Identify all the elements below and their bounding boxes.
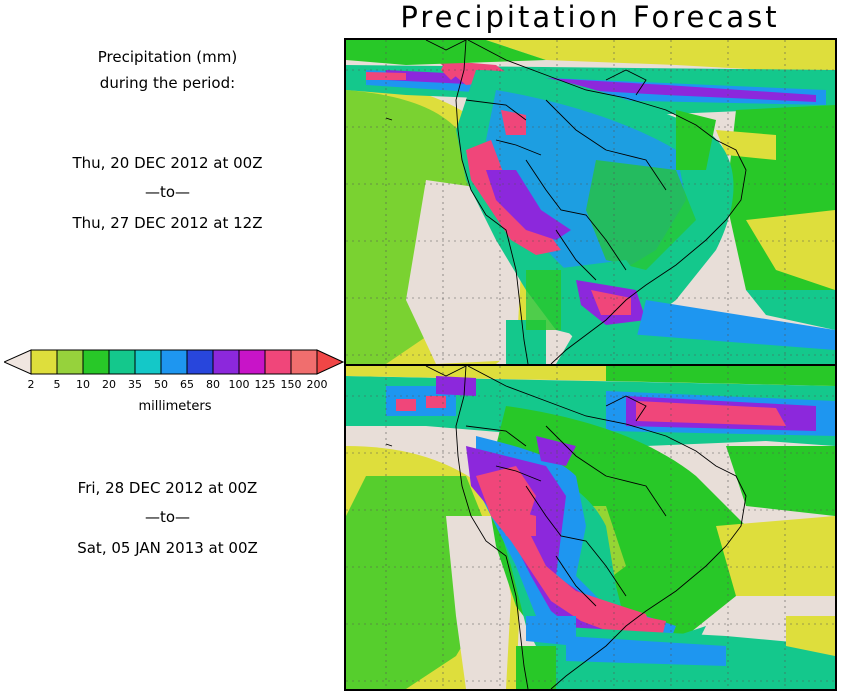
legend-bin-0: [30, 349, 58, 375]
legend-bin-5: [160, 349, 188, 375]
forecast-map-period-2: [344, 364, 837, 691]
legend-over-arrow: [316, 349, 344, 375]
precip-map-2: [346, 366, 835, 689]
legend-units-label: millimeters: [138, 399, 212, 414]
color-bar-legend: [4, 349, 344, 375]
legend-tick-label: 65: [180, 378, 194, 391]
period2-separator: —to—: [144, 508, 191, 526]
legend-bin-4: [134, 349, 162, 375]
legend-bin-10: [290, 349, 318, 375]
legend-bin-9: [264, 349, 292, 375]
legend-bin-1: [56, 349, 84, 375]
period2-end: Sat, 05 JAN 2013 at 00Z: [77, 539, 258, 557]
legend-tick-label: 5: [53, 378, 61, 391]
legend-tick-label: 35: [128, 378, 142, 391]
legend-bin-8: [238, 349, 266, 375]
legend-tick-label: 200: [306, 378, 328, 391]
legend-tick-label: 125: [254, 378, 276, 391]
legend-bin-2: [82, 349, 110, 375]
legend-bin-6: [186, 349, 214, 375]
legend-tick-label: 20: [102, 378, 116, 391]
precip-map-1: [346, 40, 835, 364]
legend-tick-label: 100: [228, 378, 250, 391]
legend-tick-labels: 2 5 10 20 35 50 65 80 100 125 150 200: [0, 378, 340, 394]
legend-tick-label: 80: [206, 378, 220, 391]
legend-bin-3: [108, 349, 136, 375]
legend-tick-label: 10: [76, 378, 90, 391]
legend-tick-label: 150: [280, 378, 302, 391]
description-line-1: Precipitation (mm): [97, 48, 238, 66]
period2-start: Fri, 28 DEC 2012 at 00Z: [77, 479, 258, 497]
legend-tick-label: 2: [27, 378, 35, 391]
period1-separator: —to—: [144, 183, 191, 201]
description-line-2: during the period:: [99, 74, 236, 92]
period1-start: Thu, 20 DEC 2012 at 00Z: [72, 154, 263, 172]
legend-tick-label: 50: [154, 378, 168, 391]
legend-under-arrow: [4, 349, 32, 375]
period1-end: Thu, 27 DEC 2012 at 12Z: [72, 214, 263, 232]
legend-bin-7: [212, 349, 240, 375]
page-title: Precipitation Forecast: [400, 0, 780, 34]
forecast-map-period-1: [344, 38, 837, 366]
